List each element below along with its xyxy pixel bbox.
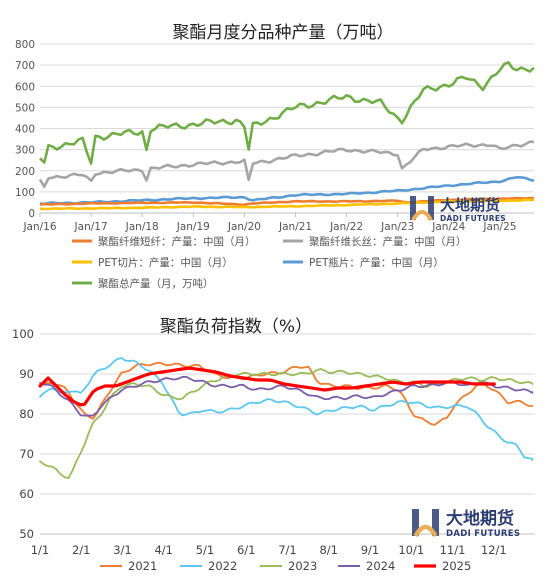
legend-total: 聚酯总产量（月，万吨） bbox=[98, 277, 214, 290]
chart2-series-line-2025 bbox=[38, 366, 496, 407]
chart2-x-axis: 1/1 2/1 3/1 4/1 5/1 6/1 7/1 8/1 9/1 10/1 11/1 12/1 bbox=[31, 543, 507, 557]
logo-bar-right bbox=[432, 509, 439, 536]
chart2-x-tick: 8/1 bbox=[319, 543, 338, 557]
chart1-y-axis: 0 100 200 300 400 500 600 700 800 bbox=[15, 39, 35, 220]
chart2-x-tick: 9/1 bbox=[361, 543, 380, 557]
chart2-y-tick: 100 bbox=[12, 327, 34, 341]
chart2-series bbox=[38, 357, 534, 480]
chart1-series-line bbox=[39, 196, 535, 207]
legend-pet-chips: PET切片：产量：中国（月） bbox=[98, 256, 233, 269]
watermark-brand-cn: 大地期货 bbox=[440, 196, 500, 214]
legend-2023: 2023 bbox=[288, 559, 317, 573]
legend-2022: 2022 bbox=[208, 559, 237, 573]
watermark-brand-en: DADI FUTURES bbox=[440, 214, 506, 223]
chart1-y-tick: 400 bbox=[15, 124, 35, 136]
watermark-logo-top: 大地期货 DADI FUTURES bbox=[410, 196, 506, 223]
chart1-title: 聚酯月度分品种产量（万吨） bbox=[173, 23, 394, 43]
chart2-y-tick: 90 bbox=[19, 367, 34, 381]
chart1-y-tick: 300 bbox=[15, 145, 35, 157]
chart2-x-tick: 6/1 bbox=[237, 543, 256, 557]
chart1-y-tick: 700 bbox=[15, 60, 35, 72]
chart1-legend: 聚酯纤维短纤：产量：中国（月） 聚酯纤维长丝：产量：中国（月） PET切片：产量… bbox=[72, 235, 467, 290]
logo-bar-left bbox=[410, 196, 416, 220]
chart1-x-tick: Jan/23 bbox=[380, 221, 414, 233]
logo-bar-left bbox=[412, 509, 419, 536]
chart2-title: 聚酯负荷指数（%） bbox=[160, 317, 312, 337]
chart2-series-line-2023 bbox=[39, 368, 534, 480]
chart1-series-line bbox=[38, 140, 535, 188]
watermark-logo-bottom: 大地期货 DADI FUTURES bbox=[412, 508, 520, 539]
chart2-y-tick: 70 bbox=[19, 447, 34, 461]
chart2-grid bbox=[40, 333, 535, 535]
chart1-series-line bbox=[39, 198, 535, 211]
watermark-brand-en: DADI FUTURES bbox=[446, 529, 520, 539]
chart2-x-tick: 2/1 bbox=[72, 543, 91, 557]
chart1-x-tick: Jan/25 bbox=[482, 221, 516, 233]
chart1-x-tick: Jan/20 bbox=[227, 221, 261, 233]
logo-arc bbox=[413, 524, 438, 538]
chart-monthly-output: 聚酯月度分品种产量（万吨） 0100200300400500600700800 … bbox=[15, 23, 535, 233]
legend-pet-bottle: PET瓶片：产量：中国（月） bbox=[309, 256, 444, 269]
chart1-series-line bbox=[39, 60, 535, 165]
legend-filament: 聚酯纤维长丝：产量：中国（月） bbox=[309, 235, 467, 248]
chart2-x-tick: 11/1 bbox=[440, 543, 466, 557]
chart2-series-line-2022 bbox=[39, 357, 534, 461]
chart1-y-tick: 800 bbox=[15, 39, 35, 51]
chart2-x-tick: 7/1 bbox=[278, 543, 297, 557]
chart2-x-tick: 5/1 bbox=[196, 543, 215, 557]
chart1-series bbox=[38, 60, 535, 211]
legend-2021: 2021 bbox=[128, 559, 157, 573]
legend-2024: 2024 bbox=[366, 559, 395, 573]
chart1-y-tick: 200 bbox=[15, 166, 35, 178]
legend-staple-fiber: 聚酯纤维短纤：产量：中国（月） bbox=[98, 235, 256, 248]
chart1-x-tick: Jan/16 bbox=[22, 221, 56, 233]
chart2-y-tick: 60 bbox=[19, 487, 34, 501]
logo-bar-right bbox=[428, 196, 434, 220]
chart-load-index: 聚酯负荷指数（%） 50 60 70 80 90 100 1/1 2/1 3/1 4/1 5/1 6… bbox=[12, 317, 535, 557]
watermark-brand-cn: 大地期货 bbox=[446, 508, 514, 529]
chart1-x-tick: Jan/21 bbox=[278, 221, 312, 233]
chart1-y-tick: 0 bbox=[28, 208, 35, 220]
chart2-x-tick: 1/1 bbox=[31, 543, 50, 557]
chart1-x-tick: Jan/17 bbox=[74, 221, 108, 233]
chart2-series-line-2021 bbox=[39, 361, 534, 426]
chart2-y-axis: 50 60 70 80 90 100 bbox=[12, 327, 34, 541]
chart1-x-tick: Jan/19 bbox=[176, 221, 210, 233]
chart2-x-tick: 3/1 bbox=[113, 543, 132, 557]
chart2-x-tick: 10/1 bbox=[398, 543, 424, 557]
logo-arc bbox=[411, 210, 433, 222]
chart1-y-tick: 100 bbox=[15, 187, 35, 199]
chart1-y-tick: 500 bbox=[15, 102, 35, 114]
chart1-grid bbox=[40, 43, 534, 214]
legend-2025: 2025 bbox=[442, 559, 471, 573]
chart2-x-tick: 4/1 bbox=[154, 543, 173, 557]
chart2-x-tick: 12/1 bbox=[481, 543, 507, 557]
chart1-x-tick: Jan/18 bbox=[125, 221, 159, 233]
chart2-y-tick: 80 bbox=[19, 407, 34, 421]
chart1-x-axis: Jan/16 Jan/17 Jan/18 Jan/19 Jan/20 Jan/21 Jan/… bbox=[22, 213, 516, 233]
chart2-y-tick: 50 bbox=[19, 527, 34, 541]
chart1-y-tick: 600 bbox=[15, 81, 35, 93]
chart2-legend: 2021 2022 2023 2024 2025 bbox=[100, 559, 471, 573]
chart1-x-tick: Jan/22 bbox=[329, 221, 363, 233]
chart1-x-tick: Jan/24 bbox=[431, 221, 465, 233]
